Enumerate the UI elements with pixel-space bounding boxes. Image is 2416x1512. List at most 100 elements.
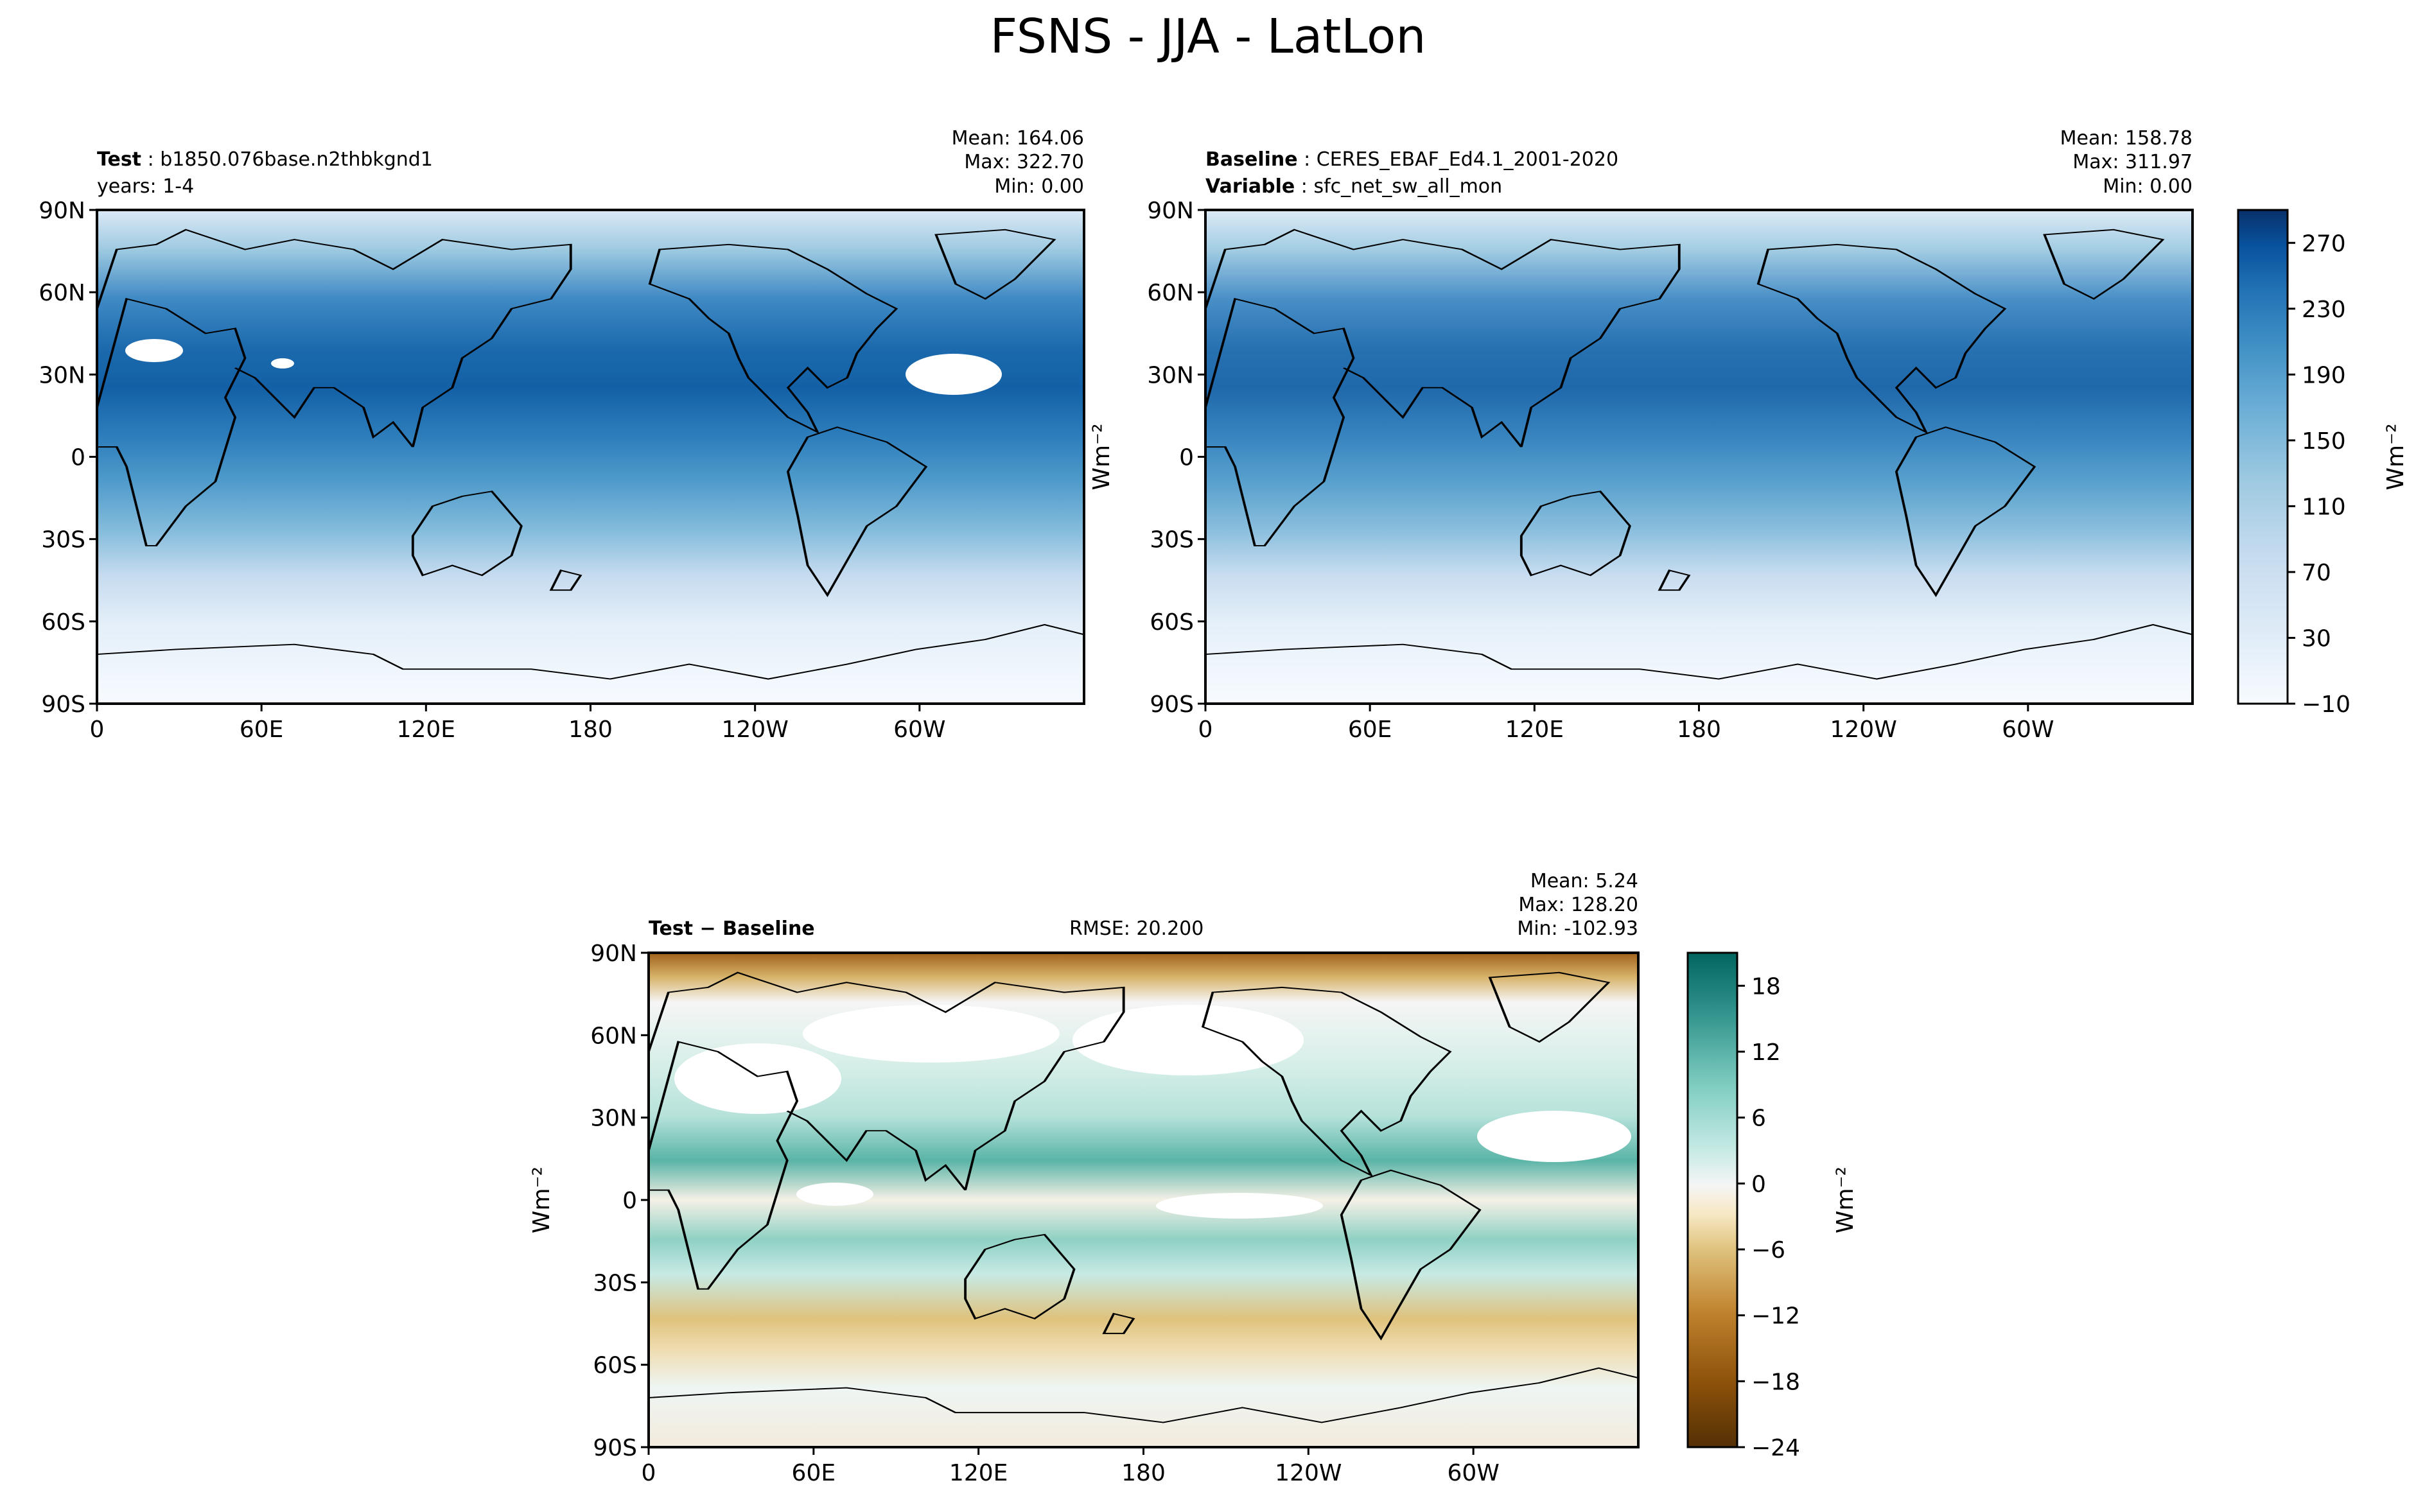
test-label: Test : b1850.076base.n2thbkgnd1 [97, 146, 433, 173]
test-xtick-label: 60W [893, 717, 945, 743]
difference-label: Test − Baseline [649, 916, 815, 942]
difference-stat-min: Min: -102.93 [1517, 917, 1638, 940]
test-xtick-label: 180 [568, 717, 613, 743]
difference-masked-patch [1072, 1005, 1304, 1075]
baseline-stat-mean: Mean: 158.78 [2060, 127, 2193, 150]
difference-colorbar-tick-label: −18 [1751, 1369, 1800, 1395]
baseline-ytick-label: 30S [1150, 527, 1194, 553]
baseline-colorbar-tick-label: −10 [2302, 691, 2350, 718]
test-ytick-label: 60N [39, 280, 85, 306]
baseline-variable-key: Variable [1205, 175, 1295, 198]
test-ytick-label: 60S [41, 609, 85, 636]
difference-colorbar-tick-label: 18 [1751, 973, 1781, 1000]
test-stat-mean: Mean: 164.06 [951, 127, 1084, 150]
test-missing-patch [271, 358, 294, 369]
difference-stat-max: Max: 128.20 [1518, 894, 1638, 916]
test-stat-max: Max: 322.70 [964, 151, 1084, 173]
baseline-colorbar-tick-label: 70 [2302, 560, 2331, 586]
baseline-ytick-label: 30N [1147, 362, 1194, 388]
difference-xtick-label: 120W [1275, 1460, 1342, 1486]
difference-colorbar-tick-label: 0 [1751, 1171, 1766, 1197]
difference-colorbar-tick-label: −6 [1751, 1237, 1785, 1264]
test-ytick-label: 30S [41, 527, 85, 553]
baseline-stat-max: Max: 311.97 [2072, 151, 2193, 173]
difference-xtick-label: 0 [642, 1460, 656, 1486]
test-ytick-label: 90N [39, 198, 85, 224]
difference-ytick-label: 90S [593, 1435, 637, 1461]
test-field [97, 210, 1084, 704]
baseline-ytick-label: 90S [1150, 691, 1194, 718]
difference-colorbar-label: Wm⁻² [1832, 1167, 1859, 1233]
difference-masked-patch [796, 1183, 873, 1206]
baseline-colorbar-tick-label: 270 [2302, 230, 2346, 257]
difference-masked-patch [674, 1043, 841, 1114]
test-xtick-label: 60E [240, 717, 284, 743]
baseline-colorbar-label: Wm⁻² [2383, 423, 2409, 490]
baseline-colorbar-tick-label: 230 [2302, 297, 2346, 323]
difference-label-key: Test [649, 917, 694, 940]
test-label-sep: : [141, 148, 161, 171]
baseline-colorbar-tick-label: 190 [2302, 362, 2346, 388]
difference-masked-patch [1156, 1193, 1323, 1219]
test-xtick-label: 0 [90, 717, 105, 743]
baseline-ytick-label: 60S [1150, 609, 1194, 636]
test-missing-patch [125, 339, 183, 362]
figure-title: FSNS - JJA - LatLon [990, 9, 1426, 64]
baseline-variable-value: sfc_net_sw_all_mon [1313, 175, 1503, 198]
test-stat-min: Min: 0.00 [994, 175, 1084, 198]
difference-ytick-label: 30S [593, 1270, 637, 1296]
baseline-ytick-label: 90N [1147, 198, 1194, 224]
test-label-value: b1850.076base.n2thbkgnd1 [160, 148, 433, 171]
baseline-xtick-label: 120E [1505, 717, 1564, 743]
baseline-xtick-label: 180 [1677, 717, 1721, 743]
difference-stat-mean: Mean: 5.24 [1530, 870, 1638, 892]
test-xtick-label: 120E [397, 717, 455, 743]
difference-colorbar-tick-label: −12 [1751, 1303, 1800, 1330]
difference-xtick-label: 120E [949, 1460, 1008, 1486]
difference-colorbar-tick-label: −24 [1751, 1435, 1800, 1461]
baseline-xtick-label: 120W [1830, 717, 1897, 743]
baseline-field [1205, 210, 2193, 704]
test-subtitle: years: 1-4 [97, 175, 195, 198]
baseline-colorbar-tick-label: 30 [2302, 625, 2331, 652]
difference-colorbar [1686, 952, 1738, 1448]
difference-masked-patch [1477, 1111, 1631, 1162]
baseline-xtick-label: 60E [1348, 717, 1392, 743]
difference-ytick-label: 60N [590, 1023, 637, 1049]
test-ytick-label: 90S [41, 691, 85, 718]
difference-colorbar-tick-label: 6 [1751, 1106, 1766, 1132]
baseline-variable: Variable : sfc_net_sw_all_mon [1205, 173, 1502, 200]
baseline-xtick-label: 0 [1198, 717, 1213, 743]
baseline-colorbar-tick-label: 150 [2302, 428, 2346, 455]
baseline-label-sep: : [1297, 148, 1317, 171]
test-label-key: Test [97, 148, 142, 171]
difference-colorbar-tick-label: 12 [1751, 1039, 1781, 1066]
difference-ytick-label: 30N [590, 1106, 637, 1132]
test-ytick-label: 30N [39, 362, 85, 388]
test-ytick-label: 0 [71, 445, 85, 471]
baseline-label: Baseline : CERES_EBAF_Ed4.1_2001-2020 [1205, 146, 1618, 173]
baseline-variable-sep: : [1295, 175, 1314, 198]
baseline-colorbar [2237, 209, 2289, 705]
baseline-colorbar-tick-label: 110 [2302, 494, 2346, 520]
baseline-ytick-label: 60N [1147, 280, 1194, 306]
difference-rmse: RMSE: 20.200 [1069, 917, 1204, 940]
difference-xtick-label: 60W [1447, 1460, 1499, 1486]
baseline-label-key: Baseline [1205, 148, 1298, 171]
difference-label-value: Baseline [722, 917, 815, 940]
difference-ytick-label: 0 [622, 1188, 637, 1214]
baseline-label-value: CERES_EBAF_Ed4.1_2001-2020 [1316, 148, 1619, 171]
baseline-stat-min: Min: 0.00 [2103, 175, 2193, 198]
test-missing-patch [906, 354, 1002, 395]
difference-ytick-label: 90N [590, 941, 637, 967]
difference-ytick-label: 60S [593, 1353, 637, 1379]
difference-xtick-label: 60E [792, 1460, 836, 1486]
baseline-ytick-label: 0 [1179, 445, 1194, 471]
baseline-ylabel: Wm⁻² [1089, 423, 1115, 490]
baseline-xtick-label: 60W [2002, 717, 2054, 743]
difference-masked-patch [803, 1005, 1060, 1063]
test-xtick-label: 120W [722, 717, 789, 743]
difference-ylabel: Wm⁻² [529, 1167, 555, 1233]
difference-xtick-label: 180 [1121, 1460, 1166, 1486]
